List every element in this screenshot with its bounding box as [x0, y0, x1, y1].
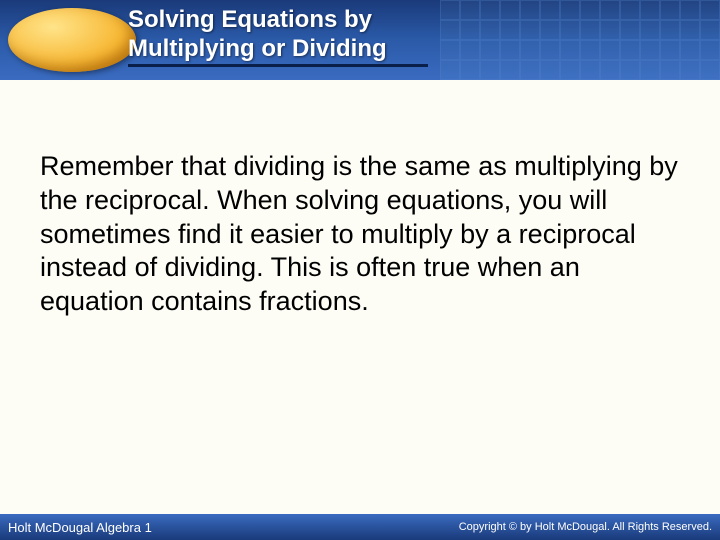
slide-body-text: Remember that dividing is the same as mu… [40, 150, 680, 319]
slide-title: Solving Equations by Multiplying or Divi… [128, 6, 387, 64]
title-underline [128, 64, 428, 67]
title-line-2: Multiplying or Dividing [128, 35, 387, 62]
header-oval-logo [8, 8, 136, 72]
footer-book-title: Holt McDougal Algebra 1 [8, 520, 152, 535]
footer-copyright: Copyright © by Holt McDougal. All Rights… [459, 521, 712, 533]
title-line-1: Solving Equations by [128, 6, 372, 33]
slide-footer: Holt McDougal Algebra 1 Copyright © by H… [0, 514, 720, 540]
slide-header: Solving Equations by Multiplying or Divi… [0, 0, 720, 80]
header-grid-decoration [440, 0, 720, 80]
